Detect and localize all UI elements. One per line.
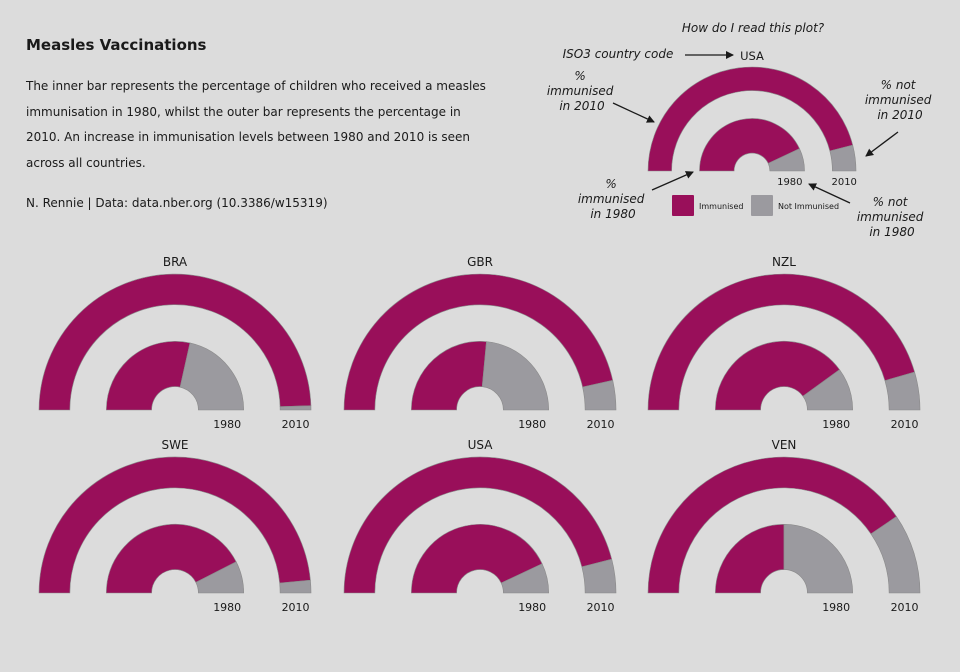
guide-example-chart: 1980 2010 [647, 66, 857, 188]
country-panel-nzl: NZL 1980 2010 [647, 255, 921, 431]
year-label-2010-swe: 2010 [282, 601, 310, 614]
swe-bar-2010-not-immunised [279, 579, 312, 594]
guide-bar-1980-immunised [699, 118, 800, 172]
guide-year-label-2010: 2010 [831, 177, 856, 188]
country-panel-bra: BRA 1980 2010 [38, 255, 312, 431]
year-label-1980-bra: 1980 [213, 418, 241, 431]
guide-heading: How do I read this plot? [682, 21, 825, 35]
gbr-bar-2010-immunised [343, 273, 614, 411]
swe-bar-1980-immunised [106, 524, 237, 594]
ven-bar-1980-immunised [715, 524, 785, 594]
guide-bar-2010-not-immunised [829, 144, 857, 172]
year-label-2010-usa: 2010 [587, 601, 615, 614]
reading-guide: How do I read this plot? ISO3 country co… [547, 21, 935, 239]
country-label-nzl: NZL [772, 255, 796, 269]
swe-bar-1980-not-immunised [195, 561, 244, 594]
usa-bar-2010-not-immunised [581, 558, 617, 594]
guide-bar-1980-not-immunised [767, 148, 805, 172]
guide-immunised-1980-arrow [651, 171, 694, 191]
year-label-1980-gbr: 1980 [518, 418, 546, 431]
gbr-bar-1980-not-immunised [481, 341, 549, 411]
guide-country-label: USA [740, 49, 764, 63]
usa-bar-1980-immunised [411, 524, 543, 594]
legend-label-not-immunised: Not Immunised [778, 202, 839, 211]
year-label-2010-bra: 2010 [282, 418, 310, 431]
year-label-1980-swe: 1980 [213, 601, 241, 614]
guide-immunised-1980-label: % immunised in 1980 [578, 177, 648, 221]
nzl-bar-1980-immunised [715, 341, 840, 411]
country-panel-gbr: GBR 1980 2010 [343, 255, 617, 431]
year-label-2010-ven: 2010 [891, 601, 919, 614]
bra-bar-2010-immunised [38, 273, 312, 411]
nzl-bar-2010-not-immunised [884, 371, 921, 411]
country-panels: BRA 1980 2010 GBR 1980 2010 NZL 1980 2010 SWE 1980… [38, 255, 921, 614]
ven-bar-2010-immunised [647, 456, 897, 594]
swe-bar-2010-immunised [38, 456, 311, 594]
guide-not-immunised-1980-arrow [808, 183, 851, 204]
bra-bar-2010-not-immunised [279, 405, 312, 411]
ven-bar-2010-not-immunised [870, 516, 921, 594]
country-label-gbr: GBR [467, 255, 493, 269]
page-title: Measles Vaccinations [26, 36, 207, 54]
year-label-2010-gbr: 2010 [587, 418, 615, 431]
legend-swatch-immunised [672, 195, 694, 216]
usa-bar-1980-not-immunised [500, 563, 549, 594]
country-panel-usa: USA 1980 2010 [343, 438, 617, 614]
ven-bar-1980-not-immunised [783, 524, 853, 594]
usa-bar-2010-immunised [343, 456, 613, 594]
credit: N. Rennie | Data: data.nber.org (10.3386… [26, 196, 328, 210]
guide-immunised-2010-label: % immunised in 2010 [547, 69, 617, 113]
guide-not-immunised-2010-label: % not immunised in 2010 [865, 78, 935, 122]
legend: Immunised Not Immunised [672, 195, 839, 216]
nzl-bar-1980-not-immunised [802, 369, 853, 411]
nzl-bar-2010-immunised [647, 273, 915, 411]
legend-label-immunised: Immunised [699, 202, 743, 211]
gbr-bar-1980-immunised [411, 341, 487, 411]
guide-not-immunised-2010-arrow [865, 131, 899, 157]
guide-not-immunised-1980-label: % not immunised in 1980 [857, 195, 927, 239]
legend-swatch-not-immunised [751, 195, 773, 216]
year-label-1980-usa: 1980 [518, 601, 546, 614]
country-panel-ven: VEN 1980 2010 [647, 438, 921, 614]
guide-immunised-2010-arrow [612, 102, 655, 123]
country-label-swe: SWE [161, 438, 188, 452]
country-panel-swe: SWE 1980 2010 [38, 438, 312, 614]
country-label-ven: VEN [772, 438, 797, 452]
guide-iso-label: ISO3 country code [563, 47, 674, 61]
year-label-1980-ven: 1980 [822, 601, 850, 614]
year-label-2010-nzl: 2010 [891, 418, 919, 431]
description: The inner bar represents the percentage … [26, 79, 486, 170]
year-label-1980-nzl: 1980 [822, 418, 850, 431]
guide-bar-2010-immunised [647, 66, 854, 172]
guide-year-label-1980: 1980 [777, 177, 802, 188]
country-label-usa: USA [468, 438, 494, 452]
country-label-bra: BRA [163, 255, 188, 269]
bra-bar-1980-not-immunised [179, 342, 244, 411]
gbr-bar-2010-not-immunised [582, 379, 617, 411]
bra-bar-1980-immunised [106, 341, 191, 411]
